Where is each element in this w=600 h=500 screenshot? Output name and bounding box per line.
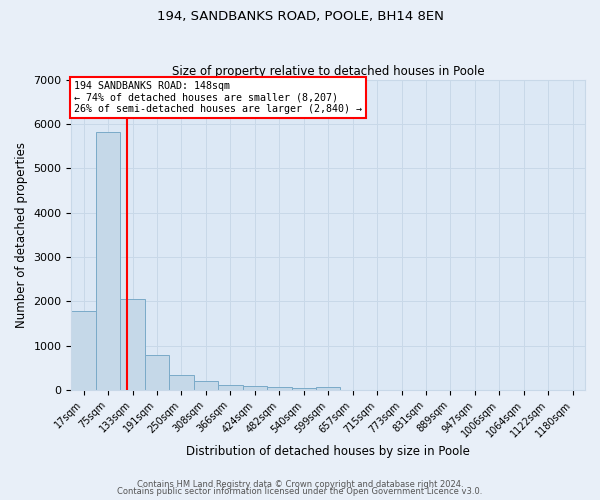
Bar — [194, 381, 218, 390]
Bar — [145, 354, 169, 390]
Y-axis label: Number of detached properties: Number of detached properties — [15, 142, 28, 328]
Text: 194 SANDBANKS ROAD: 148sqm
← 74% of detached houses are smaller (8,207)
26% of s: 194 SANDBANKS ROAD: 148sqm ← 74% of deta… — [74, 81, 362, 114]
Title: Size of property relative to detached houses in Poole: Size of property relative to detached ho… — [172, 66, 485, 78]
Text: Contains public sector information licensed under the Open Government Licence v3: Contains public sector information licen… — [118, 487, 482, 496]
Bar — [242, 386, 267, 390]
Text: 194, SANDBANKS ROAD, POOLE, BH14 8EN: 194, SANDBANKS ROAD, POOLE, BH14 8EN — [157, 10, 443, 23]
Text: Contains HM Land Registry data © Crown copyright and database right 2024.: Contains HM Land Registry data © Crown c… — [137, 480, 463, 489]
X-axis label: Distribution of detached houses by size in Poole: Distribution of detached houses by size … — [186, 444, 470, 458]
Bar — [218, 385, 242, 390]
Bar — [121, 298, 145, 390]
Bar — [292, 388, 316, 390]
Bar — [96, 132, 121, 390]
Bar — [267, 388, 292, 390]
Bar — [169, 375, 194, 390]
Bar — [316, 387, 340, 390]
Bar — [71, 311, 96, 390]
